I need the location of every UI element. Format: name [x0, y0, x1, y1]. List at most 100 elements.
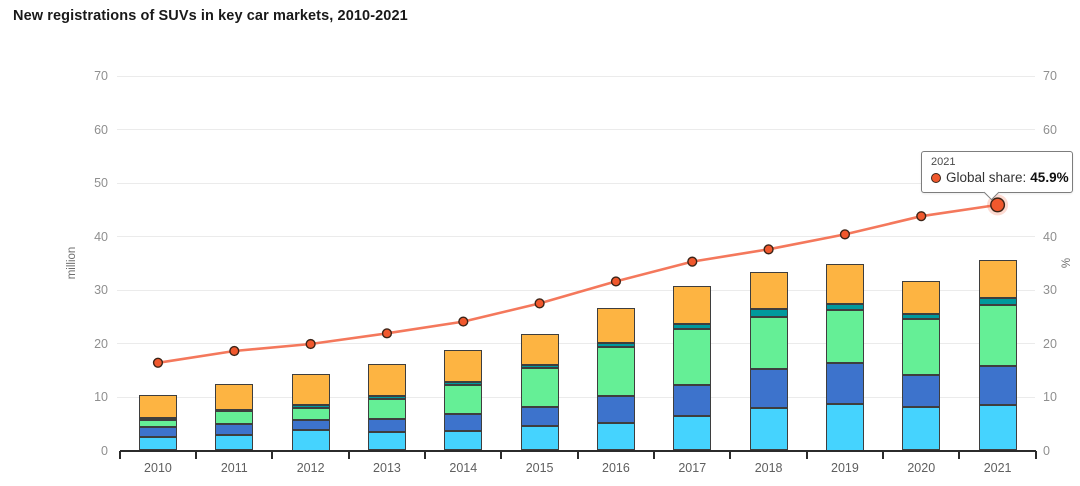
bar-2015-green-segment[interactable] — [520, 368, 559, 407]
gridline-60 — [117, 129, 1035, 130]
bar-2015-cyan-segment[interactable] — [520, 426, 559, 451]
bar-2013-green-segment[interactable] — [367, 398, 406, 419]
bar-2013-orange-segment[interactable] — [367, 364, 406, 396]
bar-2018-green-segment[interactable] — [749, 316, 788, 370]
x-axis-label-2013: 2013 — [373, 461, 401, 475]
x-axis-label-2012: 2012 — [296, 461, 325, 475]
bar-2014-teal-segment[interactable] — [444, 382, 483, 386]
y-axis-left-tick-40: 40 — [94, 229, 108, 244]
bar-2019-orange-segment[interactable] — [825, 264, 864, 304]
bar-2011-blue-segment[interactable] — [215, 424, 254, 435]
bar-2016-green-segment[interactable] — [596, 347, 635, 397]
gridline-20 — [117, 343, 1035, 344]
line-marker-2021[interactable] — [990, 197, 1006, 213]
bar-2014-green-segment[interactable] — [444, 385, 483, 414]
y-axis-right-tick-70: 70 — [1043, 69, 1057, 83]
tooltip: 2021 Global share: 45.9% — [921, 151, 1073, 201]
line-marker-2015[interactable] — [534, 298, 545, 309]
bar-2021-green-segment[interactable] — [978, 304, 1017, 366]
chart-title: New registrations of SUVs in key car mar… — [13, 8, 408, 24]
tooltip-value: 45.9% — [1030, 170, 1069, 185]
y-axis-left-tick-0: 0 — [101, 443, 108, 458]
line-marker-2016[interactable] — [610, 276, 622, 287]
bar-2013-teal-segment[interactable] — [367, 395, 406, 399]
y-axis-left-tick-20: 20 — [94, 336, 108, 351]
bar-2020-blue-segment[interactable] — [902, 375, 941, 407]
bar-2011-orange-segment[interactable] — [215, 383, 254, 410]
bar-2016-cyan-segment[interactable] — [596, 423, 635, 451]
x-axis-label-2019: 2019 — [831, 461, 859, 475]
bar-2012-blue-segment[interactable] — [291, 419, 330, 431]
bar-2011-teal-segment[interactable] — [215, 409, 254, 412]
line-marker-2018[interactable] — [763, 244, 774, 255]
x-axis-tick — [195, 450, 198, 459]
x-axis-label-2015: 2015 — [525, 461, 554, 475]
x-axis-tick — [882, 450, 885, 459]
bar-2021-blue-segment[interactable] — [978, 365, 1017, 406]
bar-2021-orange-segment[interactable] — [978, 260, 1017, 299]
y-axis-left-tick-70: 70 — [94, 69, 108, 83]
bar-2018-orange-segment[interactable] — [749, 271, 788, 310]
bar-2014-blue-segment[interactable] — [444, 413, 483, 432]
bar-2017-cyan-segment[interactable] — [673, 416, 712, 451]
bar-2010-orange-segment[interactable] — [138, 395, 177, 419]
bar-2021-cyan-segment[interactable] — [978, 405, 1017, 451]
gridline-50 — [117, 182, 1035, 184]
bar-2015-blue-segment[interactable] — [520, 406, 559, 427]
line-marker-2013[interactable] — [381, 328, 393, 339]
bar-2015-teal-segment[interactable] — [520, 364, 559, 369]
line-marker-2011[interactable] — [229, 345, 240, 357]
line-marker-2010[interactable] — [152, 357, 164, 368]
x-axis-tick — [653, 450, 656, 459]
x-axis-label-2010: 2010 — [144, 461, 172, 475]
x-axis-tick — [1034, 450, 1037, 459]
tooltip-series-dot-icon — [931, 172, 941, 183]
y-axis-right-tick-40: 40 — [1043, 229, 1057, 244]
tooltip-year: 2021 — [931, 156, 956, 168]
bar-2019-green-segment[interactable] — [825, 310, 864, 363]
bar-2017-green-segment[interactable] — [673, 329, 712, 386]
bar-2011-green-segment[interactable] — [215, 411, 254, 425]
y-axis-right-tick-10: 10 — [1043, 390, 1057, 404]
x-axis-label-2011: 2011 — [220, 461, 248, 475]
bar-2017-teal-segment[interactable] — [673, 323, 712, 330]
x-axis-tick — [729, 450, 732, 459]
x-axis-tick — [576, 450, 579, 459]
bar-2017-blue-segment[interactable] — [673, 385, 712, 417]
y-axis-right-tick-30: 30 — [1043, 283, 1057, 297]
bar-2020-orange-segment[interactable] — [902, 280, 941, 315]
line-marker-2014[interactable] — [458, 316, 469, 327]
bar-2018-blue-segment[interactable] — [749, 369, 788, 409]
bar-2012-teal-segment[interactable] — [291, 405, 330, 408]
x-axis-label-2014: 2014 — [449, 461, 478, 475]
bar-2019-cyan-segment[interactable] — [825, 403, 864, 451]
line-marker-2019[interactable] — [839, 229, 851, 240]
bar-2012-orange-segment[interactable] — [291, 373, 330, 405]
y-axis-left-tick-30: 30 — [94, 283, 108, 297]
bar-2014-orange-segment[interactable] — [444, 350, 483, 383]
x-axis-tick — [118, 450, 121, 459]
line-marker-2020[interactable] — [916, 211, 927, 222]
gridline-70 — [117, 75, 1035, 77]
y-axis-right-tick-0: 0 — [1043, 443, 1050, 458]
line-marker-2017[interactable] — [687, 256, 698, 267]
bar-2019-teal-segment[interactable] — [825, 303, 864, 311]
bar-2012-green-segment[interactable] — [291, 407, 330, 420]
bar-2016-orange-segment[interactable] — [596, 308, 635, 343]
bar-2015-orange-segment[interactable] — [520, 334, 559, 365]
bar-2018-teal-segment[interactable] — [749, 309, 788, 317]
bar-2020-green-segment[interactable] — [902, 318, 941, 376]
bar-2016-teal-segment[interactable] — [596, 342, 635, 348]
bar-2016-blue-segment[interactable] — [596, 396, 635, 424]
y-axis-left-tick-60: 60 — [94, 122, 108, 137]
line-marker-2012[interactable] — [305, 338, 316, 350]
bar-2021-teal-segment[interactable] — [978, 298, 1017, 305]
bar-2013-blue-segment[interactable] — [367, 418, 406, 433]
bar-2017-orange-segment[interactable] — [673, 285, 712, 324]
bar-2020-teal-segment[interactable] — [902, 314, 941, 319]
y-axis-left-tick-10: 10 — [94, 390, 108, 404]
bar-2019-blue-segment[interactable] — [825, 362, 864, 404]
bar-2010-blue-segment[interactable] — [138, 427, 177, 437]
bar-2010-teal-segment[interactable] — [138, 418, 177, 421]
